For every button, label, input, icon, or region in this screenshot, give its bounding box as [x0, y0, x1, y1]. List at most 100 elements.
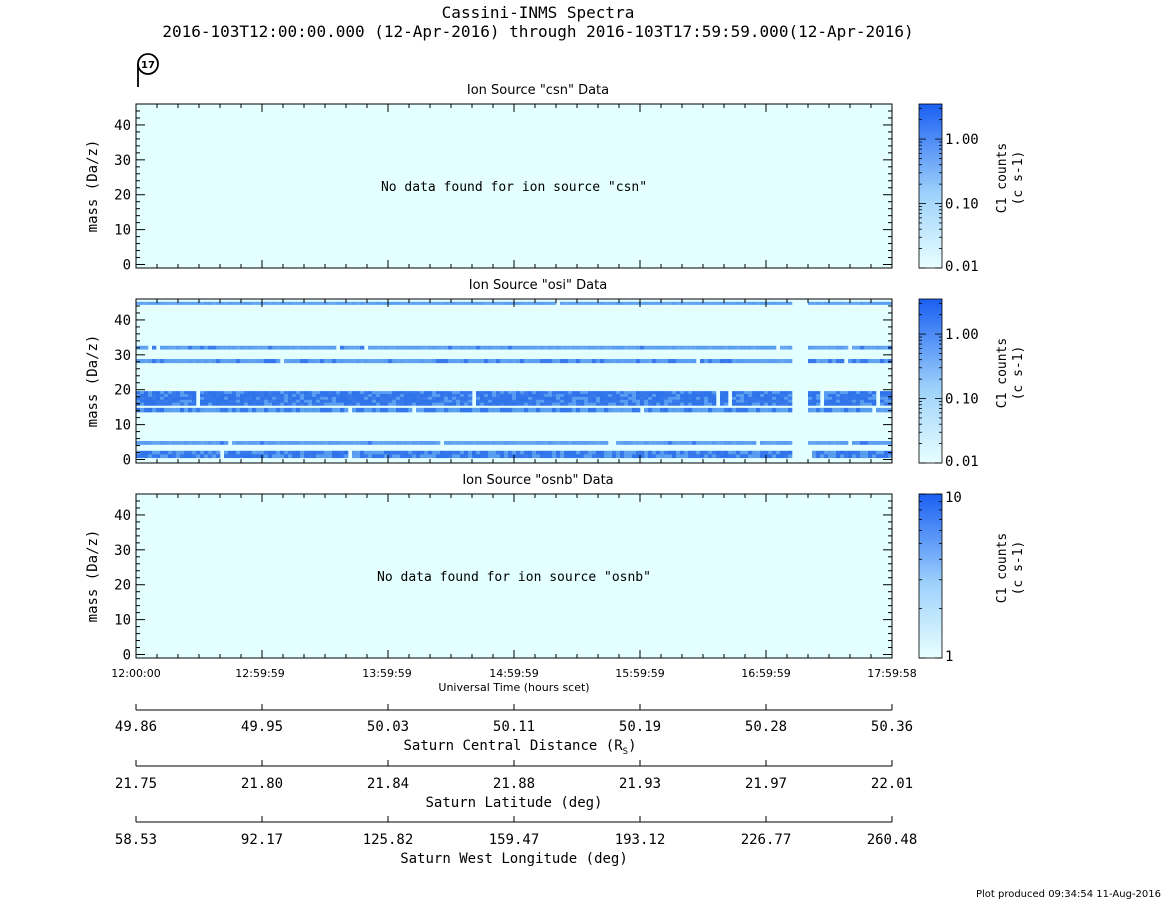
ephemeris-axis-label: Saturn Central Distance (RS) [403, 738, 636, 757]
band-cell [508, 393, 513, 398]
band-cell [864, 301, 869, 305]
band-cell [884, 450, 889, 455]
band-cell [192, 345, 197, 350]
band-cell [628, 345, 633, 350]
band-cell [384, 393, 389, 398]
band-cell [228, 454, 233, 459]
band-cell [324, 454, 329, 459]
band-cell [328, 402, 333, 406]
band-cell [556, 402, 561, 406]
band-cell [476, 454, 481, 459]
band-cell [324, 402, 329, 406]
band-cell [428, 407, 433, 413]
band-cell [452, 454, 457, 459]
band-cell [476, 402, 481, 406]
band-cell [492, 399, 497, 403]
band-cell [508, 391, 513, 395]
band-cell [560, 454, 565, 459]
band-cell [284, 396, 289, 400]
band-cell [256, 393, 261, 398]
band-cell [568, 454, 573, 459]
band-cell [532, 359, 537, 364]
band-cell [664, 407, 669, 413]
band-cell [648, 402, 653, 406]
band-cell [836, 399, 841, 403]
band-cell [820, 345, 825, 350]
band-cell [316, 402, 321, 406]
band-cell [416, 402, 421, 406]
band-cell [684, 399, 689, 403]
band-cell [588, 359, 593, 364]
band-cell [528, 441, 533, 445]
band-cell [444, 407, 449, 413]
band-cell [740, 396, 745, 400]
band-cell [668, 396, 673, 400]
band-cell [384, 407, 389, 413]
band-cell [784, 450, 789, 455]
band-cell [496, 345, 501, 350]
band-cell [656, 450, 661, 455]
band-cell [376, 301, 381, 305]
band-cell [768, 454, 773, 459]
band-cell [852, 345, 857, 350]
band-cell [724, 450, 729, 455]
band-cell [516, 393, 521, 398]
band-cell [684, 301, 689, 305]
band-cell [560, 441, 565, 445]
band-cell [144, 454, 149, 459]
band-cell [560, 393, 565, 398]
band-cell [592, 393, 597, 398]
band-cell [168, 454, 173, 459]
band-cell [824, 399, 829, 403]
band-cell [544, 345, 549, 350]
band-cell [264, 450, 269, 455]
band-cell [544, 399, 549, 403]
band-cell [504, 441, 509, 445]
band-cell [752, 345, 757, 350]
band-cell [536, 441, 541, 445]
band-cell [540, 407, 545, 413]
band-cell [520, 407, 525, 413]
colorbar-units: (c s-1) [1011, 541, 1026, 596]
band-cell [392, 441, 397, 445]
band-cell [436, 301, 441, 305]
band-cell [788, 407, 793, 413]
band-cell [144, 441, 149, 445]
band-cell [816, 450, 821, 455]
band-cell [352, 396, 357, 400]
band-cell [768, 407, 773, 413]
y-tick-label: 30 [114, 348, 131, 364]
band-cell [640, 391, 645, 395]
band-cell [596, 391, 601, 395]
band-cell [240, 396, 245, 400]
band-cell [660, 393, 665, 398]
band-cell [688, 450, 693, 455]
band-cell [212, 450, 217, 455]
band-cell [512, 359, 517, 364]
band-cell [360, 402, 365, 406]
band-cell [400, 399, 405, 403]
band-cell [152, 393, 157, 398]
band-cell [536, 393, 541, 398]
band-cell [260, 391, 265, 395]
band-cell [652, 396, 657, 400]
band-cell [436, 359, 441, 364]
band-cell [624, 441, 629, 445]
band-cell [736, 345, 741, 350]
band-cell [372, 301, 377, 305]
band-cell [776, 454, 781, 459]
band-cell [616, 359, 621, 364]
band-cell [744, 359, 749, 364]
band-cell [240, 450, 245, 455]
band-cell [332, 402, 337, 406]
band-cell [300, 441, 305, 445]
band-cell [812, 407, 817, 413]
band-cell [768, 396, 773, 400]
band-cell [344, 402, 349, 406]
band-cell [408, 399, 413, 403]
band-cell [268, 393, 273, 398]
band-cell [336, 391, 341, 395]
band-cell [228, 393, 233, 398]
band-cell [448, 402, 453, 406]
band-cell [168, 407, 173, 413]
